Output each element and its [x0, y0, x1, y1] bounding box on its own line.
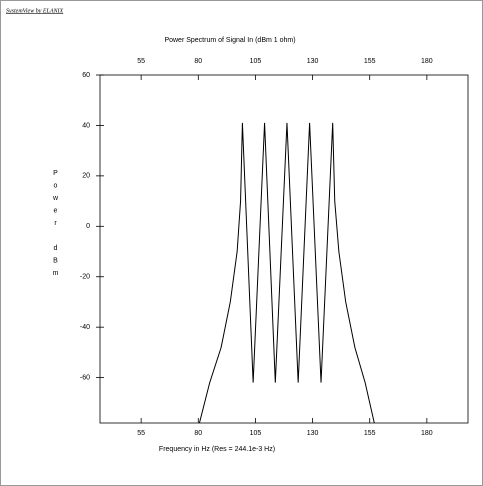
y-tick-label: 0	[86, 223, 90, 230]
x-tick-label-top: 105	[250, 58, 262, 65]
x-tick-label-top: 155	[364, 58, 376, 65]
y-tick-label: -60	[80, 374, 90, 381]
x-tick-label: 130	[307, 430, 319, 437]
y-tick-label: 40	[82, 122, 90, 129]
y-tick-label: -20	[80, 274, 90, 281]
x-tick-label: 55	[137, 430, 145, 437]
x-axis-label: Frequency in Hz (Res = 244.1e-3 Hz)	[159, 446, 275, 453]
x-tick-label: 180	[421, 430, 433, 437]
x-tick-label: 155	[364, 430, 376, 437]
y-tick-label: 60	[82, 72, 90, 79]
x-tick-label-top: 80	[194, 58, 202, 65]
x-tick-label-top: 180	[421, 58, 433, 65]
credit: SystemView by ELANIX	[6, 8, 64, 14]
y-tick-label: 20	[82, 173, 90, 180]
x-tick-label: 80	[194, 430, 202, 437]
x-tick-label-top: 55	[137, 58, 145, 65]
chart-title: Power Spectrum of Signal In (dBm 1 ohm)	[164, 37, 295, 44]
y-axis-label: Power dBm	[52, 170, 59, 283]
x-tick-label-top: 130	[307, 58, 319, 65]
y-tick-label: -40	[80, 324, 90, 331]
spectrum-line	[198, 122, 375, 424]
plot-frame	[99, 74, 469, 424]
x-tick-label: 105	[250, 430, 262, 437]
